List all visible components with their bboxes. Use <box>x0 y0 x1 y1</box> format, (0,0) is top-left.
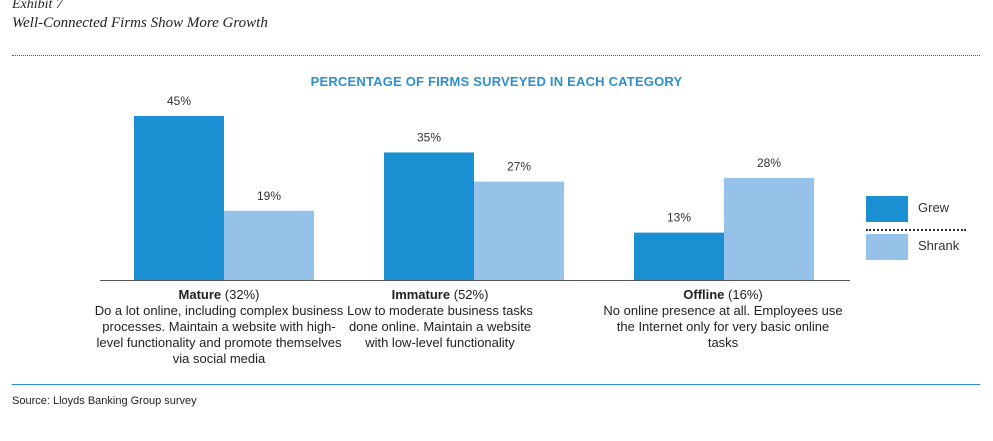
legend-separator <box>866 229 966 231</box>
legend-label-shrank: Shrank <box>918 238 960 253</box>
category-share: (52%) <box>453 287 489 302</box>
exhibit-title: Well-Connected Firms Show More Growth <box>12 15 268 31</box>
legend-swatch-shrank <box>866 234 908 260</box>
category-name: Mature <box>178 287 222 302</box>
bar-shrank-offline <box>724 177 814 280</box>
category-block-offline: Offline (16%) No online presence at all.… <box>600 287 846 351</box>
chart-title: PERCENTAGE OF FIRMS SURVEYED IN EACH CAT… <box>310 74 683 89</box>
bar-shrank-mature <box>224 210 314 280</box>
category-description: Do a lot online, including complex busin… <box>94 303 344 366</box>
category-description: Low to moderate business tasks done onli… <box>347 303 533 350</box>
bar-shrank-immature <box>474 181 564 280</box>
data-label-grew-immature: 35% <box>417 130 441 144</box>
category-name: Immature <box>391 287 451 302</box>
legend-swatch-grew <box>866 196 908 222</box>
category-name: Offline <box>683 287 725 302</box>
data-label-grew-offline: 13% <box>667 211 691 225</box>
exhibit-label: Exhibit 7 <box>12 0 63 12</box>
legend-label-grew: Grew <box>918 200 950 215</box>
data-label-shrank-immature: 27% <box>507 160 531 174</box>
legend-item-shrank: Shrank <box>866 234 976 264</box>
category-description: No online presence at all. Employees use… <box>603 303 843 350</box>
category-share: (32%) <box>224 287 260 302</box>
top-divider <box>12 55 980 56</box>
category-block-mature: Mature (32%) Do a lot online, including … <box>84 287 354 367</box>
bar-grew-immature <box>384 152 474 280</box>
bar-grew-mature <box>134 116 224 280</box>
bar-chart: 45% 35% 13% 19% 27% 28% <box>100 94 850 281</box>
legend-item-grew: Grew <box>866 196 976 226</box>
bar-grew-offline <box>634 232 724 280</box>
bottom-divider <box>12 384 980 385</box>
data-label-shrank-mature: 19% <box>257 189 281 203</box>
data-label-shrank-offline: 28% <box>757 156 781 170</box>
category-block-immature: Immature (52%) Low to moderate business … <box>340 287 540 351</box>
data-label-grew-mature: 45% <box>167 94 191 108</box>
category-share: (16%) <box>728 287 763 302</box>
source-note: Source: Lloyds Banking Group survey <box>12 395 197 407</box>
